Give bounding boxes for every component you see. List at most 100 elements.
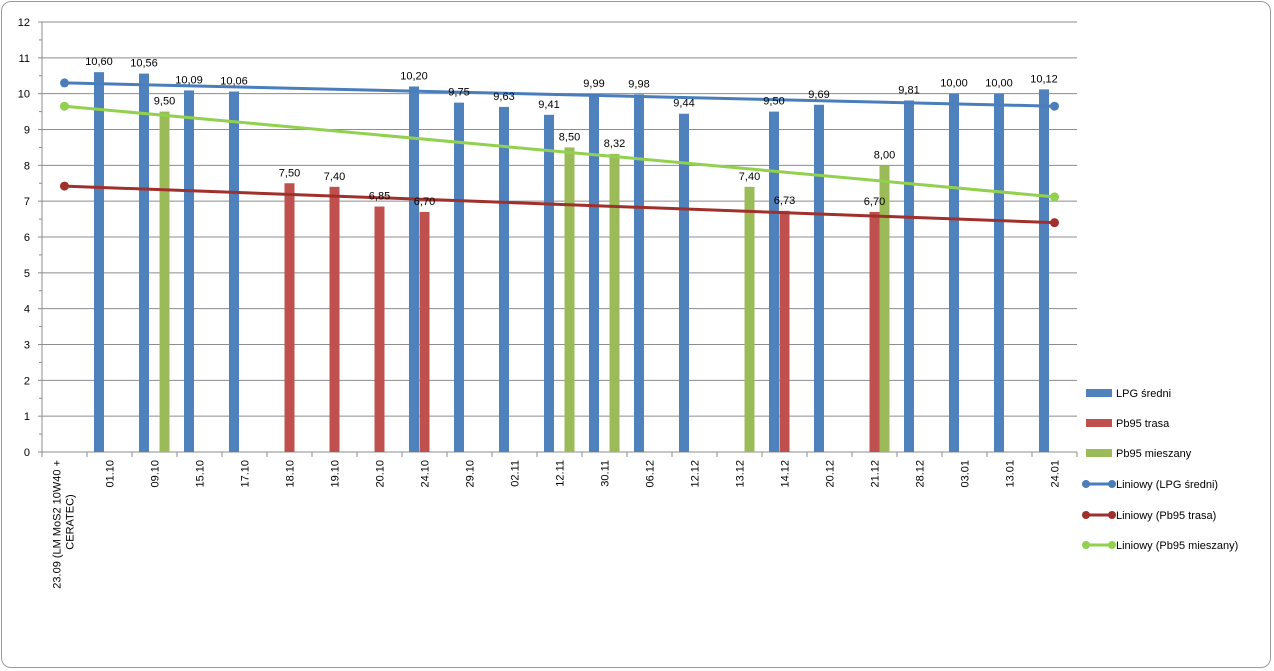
trendline	[64, 104, 1055, 199]
bar-pb95-trasa	[419, 211, 430, 452]
bar-pb95-trasa	[779, 210, 790, 452]
y-tick-label: 1	[24, 411, 30, 423]
legend-swatch	[1086, 449, 1112, 457]
data-label: 7,40	[739, 171, 760, 183]
data-label: 10,00	[940, 78, 968, 90]
data-label: 10,60	[85, 56, 113, 68]
x-tick-label: 03.01	[960, 460, 972, 488]
x-tick-label: 02.11	[510, 460, 522, 487]
x-tick-label: 12.11	[555, 460, 567, 487]
x-tick-label: 17.10	[240, 460, 252, 488]
y-tick-label: 2	[24, 375, 30, 387]
y-tick-label: 9	[24, 125, 30, 137]
legend-marker	[1082, 511, 1090, 519]
data-label: 10,12	[1030, 73, 1058, 85]
data-label: 6,70	[864, 196, 885, 208]
trendline-marker	[60, 78, 69, 88]
data-label: 9,75	[448, 87, 469, 99]
data-label: 8,32	[604, 138, 625, 150]
bar-pb95-mieszany	[564, 147, 575, 452]
bar-pb95-mieszany	[744, 186, 755, 453]
data-label: 10,09	[175, 74, 203, 86]
data-label: 9,99	[583, 78, 604, 90]
trendline-marker	[60, 181, 69, 191]
trendline	[64, 81, 1055, 108]
legend-label: Liniowy (Pb95 trasa)	[1116, 510, 1216, 522]
legend-marker	[1108, 541, 1116, 549]
data-label: 9,69	[808, 89, 829, 101]
legend-swatch	[1086, 389, 1112, 397]
y-tick-label: 4	[24, 304, 30, 316]
x-tick-label: 06.12	[645, 460, 657, 488]
legend-marker	[1108, 511, 1116, 519]
bar-lpg-średni	[769, 111, 779, 452]
y-tick-label: 6	[24, 232, 30, 244]
data-label: 10,20	[400, 71, 428, 83]
bar-lpg-średni	[544, 114, 554, 452]
data-label: 9,50	[763, 96, 784, 108]
bar-pb95-trasa	[329, 186, 340, 453]
x-tick-label: 24.10	[420, 460, 432, 488]
legend-label: Pb95 trasa	[1116, 418, 1170, 430]
bar-pb95-mieszany	[879, 165, 890, 453]
data-label: 9,41	[538, 99, 559, 111]
bar-pb95-trasa	[374, 206, 385, 452]
y-tick-label: 5	[24, 268, 30, 280]
y-tick-label: 11	[19, 53, 30, 65]
legend-label: LPG średni	[1116, 388, 1171, 400]
bar-lpg-średni	[454, 102, 464, 452]
bar-lpg-średni	[229, 91, 239, 453]
data-label: 9,50	[154, 96, 175, 108]
bar-lpg-średni	[634, 94, 644, 452]
bar-lpg-średni	[994, 93, 1004, 453]
x-tick-label: 20.10	[375, 460, 387, 488]
x-tick-label: 13.01	[1005, 460, 1017, 488]
data-label: 6,85	[369, 191, 390, 203]
legend-label: Liniowy (LPG średni)	[1116, 479, 1218, 491]
data-label: 9,63	[493, 91, 514, 103]
bar-lpg-średni	[409, 86, 419, 452]
x-tick-label: 20.12	[825, 460, 837, 488]
data-label: 6,70	[414, 196, 435, 208]
data-label: 8,00	[874, 149, 895, 161]
bar-lpg-średni	[814, 104, 824, 453]
bar-lpg-średni	[679, 113, 689, 452]
bar-lpg-średni	[184, 90, 194, 453]
bar-pb95-trasa	[869, 211, 880, 452]
data-label: 9,98	[628, 78, 649, 90]
trendline-marker	[1050, 101, 1059, 111]
x-tick-label: 13.12	[735, 460, 747, 488]
bar-lpg-średni	[1039, 89, 1049, 452]
y-tick-label: 0	[24, 447, 30, 459]
x-tick-label: 19.10	[330, 460, 342, 488]
x-tick-label: 24.01	[1050, 460, 1062, 488]
legend-marker	[1108, 480, 1116, 488]
bar-lpg-średni	[589, 94, 599, 453]
x-tick-label: 29.10	[465, 460, 477, 488]
x-tick-label: 01.10	[105, 460, 117, 488]
trendline-marker	[1050, 218, 1059, 228]
x-tick-label: 09.10	[150, 460, 162, 488]
trendline-marker	[1050, 192, 1059, 202]
data-label: 7,40	[324, 171, 345, 183]
data-label: 8,50	[559, 131, 580, 143]
legend-swatch	[1086, 419, 1112, 427]
y-tick-label: 8	[24, 160, 30, 172]
legend-label: Pb95 mieszany	[1116, 448, 1192, 460]
data-label: 10,56	[130, 58, 158, 70]
trendline-marker	[60, 101, 69, 111]
y-tick-label: 7	[24, 196, 30, 208]
legend-label: Liniowy (Pb95 mieszany)	[1116, 540, 1238, 552]
x-tick-label: 21.12	[870, 460, 882, 488]
x-tick-label: 15.10	[195, 460, 207, 488]
data-label: 10,06	[220, 76, 248, 88]
data-label: 10,00	[985, 78, 1013, 90]
bar-lpg-średni	[94, 72, 104, 453]
y-tick-label: 12	[18, 17, 30, 29]
trendline	[64, 184, 1055, 225]
x-tick-label: 28.12	[915, 460, 927, 488]
bar-lpg-średni	[904, 100, 914, 452]
bar-lpg-średni	[949, 93, 959, 453]
